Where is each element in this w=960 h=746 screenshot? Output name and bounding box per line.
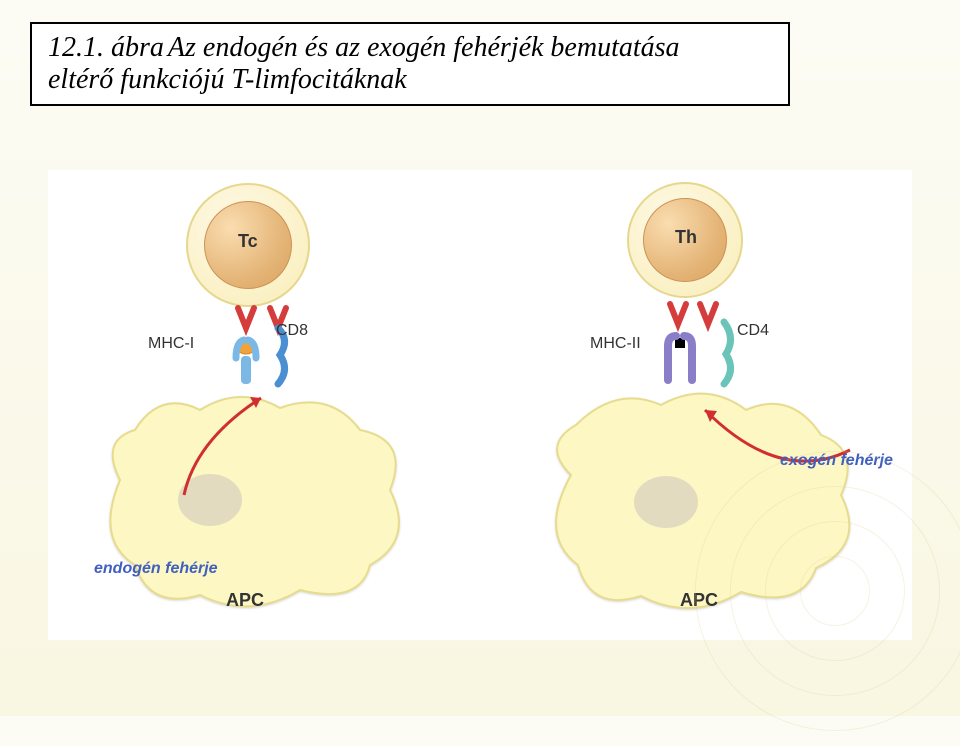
- figure-caption-line1: Az endogén és az exogén fehérjék bemutat…: [168, 32, 680, 63]
- figure-number: 12.1. ábra: [48, 32, 164, 63]
- cd8-label: CD8: [276, 322, 308, 340]
- mhc1-label: MHC-I: [148, 335, 194, 353]
- apc-label-left: APC: [226, 590, 264, 611]
- left-panel: Tc MHC-I CD8 endogén fehérje: [48, 170, 480, 640]
- endogen-label: endogén fehérje: [94, 560, 218, 578]
- th-label: Th: [675, 227, 697, 248]
- figure-caption-line2: eltérő funkciójú T-limfocitáknak: [48, 64, 407, 95]
- background-rings: [730, 486, 960, 746]
- tc-label: Tc: [238, 231, 258, 252]
- mhc2-label: MHC-II: [590, 335, 641, 353]
- receptor-complex-right: [632, 296, 762, 396]
- figure-title-box: 12.1. ábra Az endogén és az exogén fehér…: [30, 22, 790, 106]
- receptor-complex-left: [198, 300, 318, 400]
- cd4-label: CD4: [737, 322, 769, 340]
